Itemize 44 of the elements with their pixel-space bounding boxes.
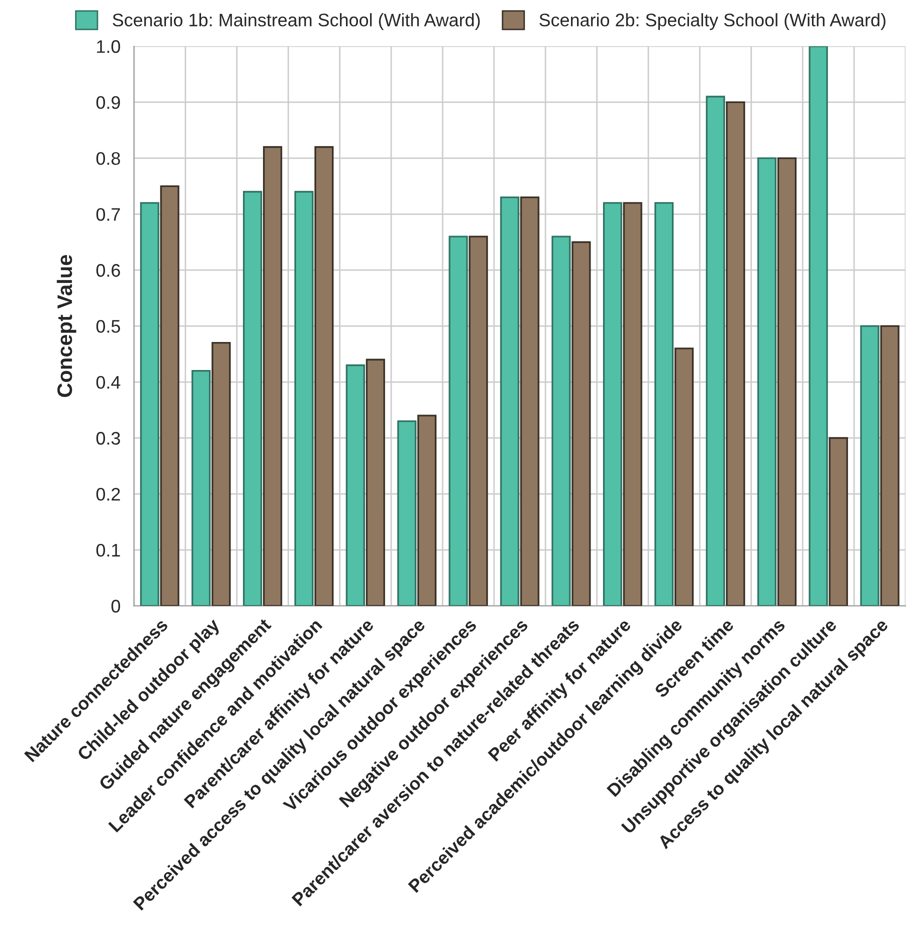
bar [212, 342, 231, 606]
y-axis-title: Concept Value [56, 254, 76, 397]
bar [860, 325, 880, 606]
bar [520, 196, 540, 606]
y-tick-label: 0.9 [96, 96, 120, 109]
bar [294, 190, 314, 606]
y-tick-label: 0.8 [96, 152, 120, 165]
bar [777, 157, 797, 606]
y-tick-label: 0.4 [96, 376, 120, 389]
bar [623, 202, 642, 606]
bar [314, 146, 334, 606]
bar [366, 358, 386, 606]
legend-label: Scenario 1b: Mainstream School (With Award) [112, 13, 480, 30]
bar [397, 420, 416, 606]
bar [417, 414, 436, 606]
y-tick-label: 1.0 [97, 40, 120, 53]
y-tick-label: 0.3 [96, 432, 120, 445]
bar [828, 437, 848, 606]
bar [500, 196, 520, 606]
y-tick-label: 0.2 [96, 488, 120, 501]
bar [140, 202, 160, 606]
bar [448, 236, 468, 606]
bar [757, 157, 776, 606]
y-tick-label: 0.5 [96, 320, 120, 333]
bar [726, 101, 746, 606]
bar [552, 236, 571, 606]
bar [603, 202, 622, 606]
bar [192, 370, 211, 606]
bar [263, 146, 282, 606]
y-tick-label: 0.1 [96, 544, 120, 557]
bar [674, 348, 694, 606]
bar [572, 241, 591, 606]
bar [706, 96, 726, 606]
bar [242, 190, 262, 606]
legend-label: Scenario 2b: Specialty School (With Award) [539, 13, 886, 30]
bar [468, 236, 488, 606]
y-tick-label: 0 [111, 600, 120, 613]
y-tick-label: 0.7 [96, 208, 120, 221]
y-tick-label: 0.6 [96, 264, 120, 277]
bar [160, 185, 180, 606]
bar [654, 202, 674, 606]
bar [346, 364, 365, 606]
bar [880, 325, 900, 606]
bar [808, 46, 828, 606]
